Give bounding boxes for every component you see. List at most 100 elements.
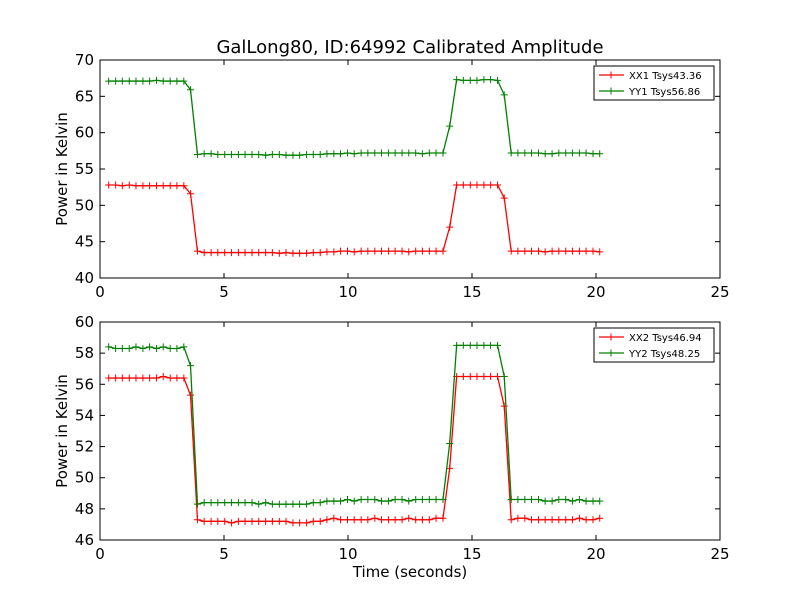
data-point [214,249,222,257]
data-point [248,499,256,507]
data-point [234,517,242,525]
data-point [534,149,542,157]
data-point [337,247,345,255]
data-point [357,149,365,157]
data-point [303,519,311,527]
y-tick-label: 65 [75,87,94,105]
data-point [309,499,317,507]
data-point [153,344,161,352]
legend-label: XX1 Tsys43.36 [629,71,702,82]
legend-marker [607,349,615,357]
data-point [268,150,276,158]
data-point [473,76,481,84]
data-point [330,248,338,256]
data-point [118,344,126,352]
data-point [330,514,338,522]
legend-box [593,65,715,101]
data-point [371,247,379,255]
data-point [377,497,385,505]
data-point [173,77,181,85]
y-tick-label: 40 [75,269,94,287]
data-point [473,181,481,189]
x-tick-label: 0 [95,545,105,563]
data-point [282,517,290,525]
data-point [330,497,338,505]
data-point [337,150,345,158]
data-point [575,149,583,157]
data-point [262,499,270,507]
data-point [132,374,140,382]
data-point [166,374,174,382]
data-point [466,76,474,84]
data-point [528,149,536,157]
data-point [187,190,195,198]
data-point [480,76,488,84]
data-point [432,496,440,504]
top-plot: 0 5 10 15 20 25 40 45 50 55 60 65 70 Power in Kelvin X… [53,51,730,301]
data-point [568,497,576,505]
data-point [159,343,167,351]
data-point [248,249,256,257]
data-point [541,516,549,524]
data-point [494,76,502,84]
data-point [555,247,563,255]
y-tick-label: 70 [75,51,94,69]
data-point [221,499,229,507]
x-tick-label: 5 [219,545,229,563]
data-point [234,150,242,158]
data-point [262,151,270,159]
legend: XX1 Tsys43.36 YY1 Tsys56.86 [593,65,715,101]
data-point [193,150,201,158]
data-point [234,249,242,257]
data-point [112,374,120,382]
data-point [125,344,133,352]
data-point [473,341,481,349]
x-tick-label: 25 [710,545,729,563]
data-point [193,500,201,508]
data-point [391,247,399,255]
data-point [193,516,201,524]
legend-marker [607,333,615,341]
data-point [207,499,215,507]
data-point [562,247,570,255]
data-point [418,516,426,524]
data-point [316,249,324,257]
data-point [296,151,304,159]
data-point [405,248,413,256]
data-point [541,248,549,256]
data-point [398,496,406,504]
y-tick-label: 58 [75,344,94,362]
data-point [432,149,440,157]
data-point [391,516,399,524]
data-point [391,496,399,504]
data-point [268,500,276,508]
data-point [398,149,406,157]
data-point [227,150,235,158]
data-point [521,514,529,522]
data-point [459,341,467,349]
data-point [344,247,352,255]
data-point [105,343,113,351]
data-point [275,249,283,257]
data-point [180,343,188,351]
data-point [473,373,481,380]
data-point [528,516,536,524]
data-point [548,516,556,524]
data-point [405,497,413,505]
data-point [139,374,147,382]
data-point [487,373,495,380]
data-point [173,182,181,190]
data-point [357,496,365,504]
data-point [596,514,604,522]
data-point [425,247,433,255]
x-tick-label: 15 [462,545,481,563]
y-tick-label: 46 [75,531,94,549]
x-tick-label: 0 [95,283,105,301]
legend: XX2 Tsys46.94 YY2 Tsys48.25 [593,327,715,363]
data-point [125,77,133,85]
data-point [180,77,188,85]
y-axis-label: Power in Kelvin [53,374,71,488]
data-point [521,496,529,504]
data-point [118,77,126,85]
chart-title: GalLong80, ID:64992 Calibrated Amplitude [216,37,603,58]
